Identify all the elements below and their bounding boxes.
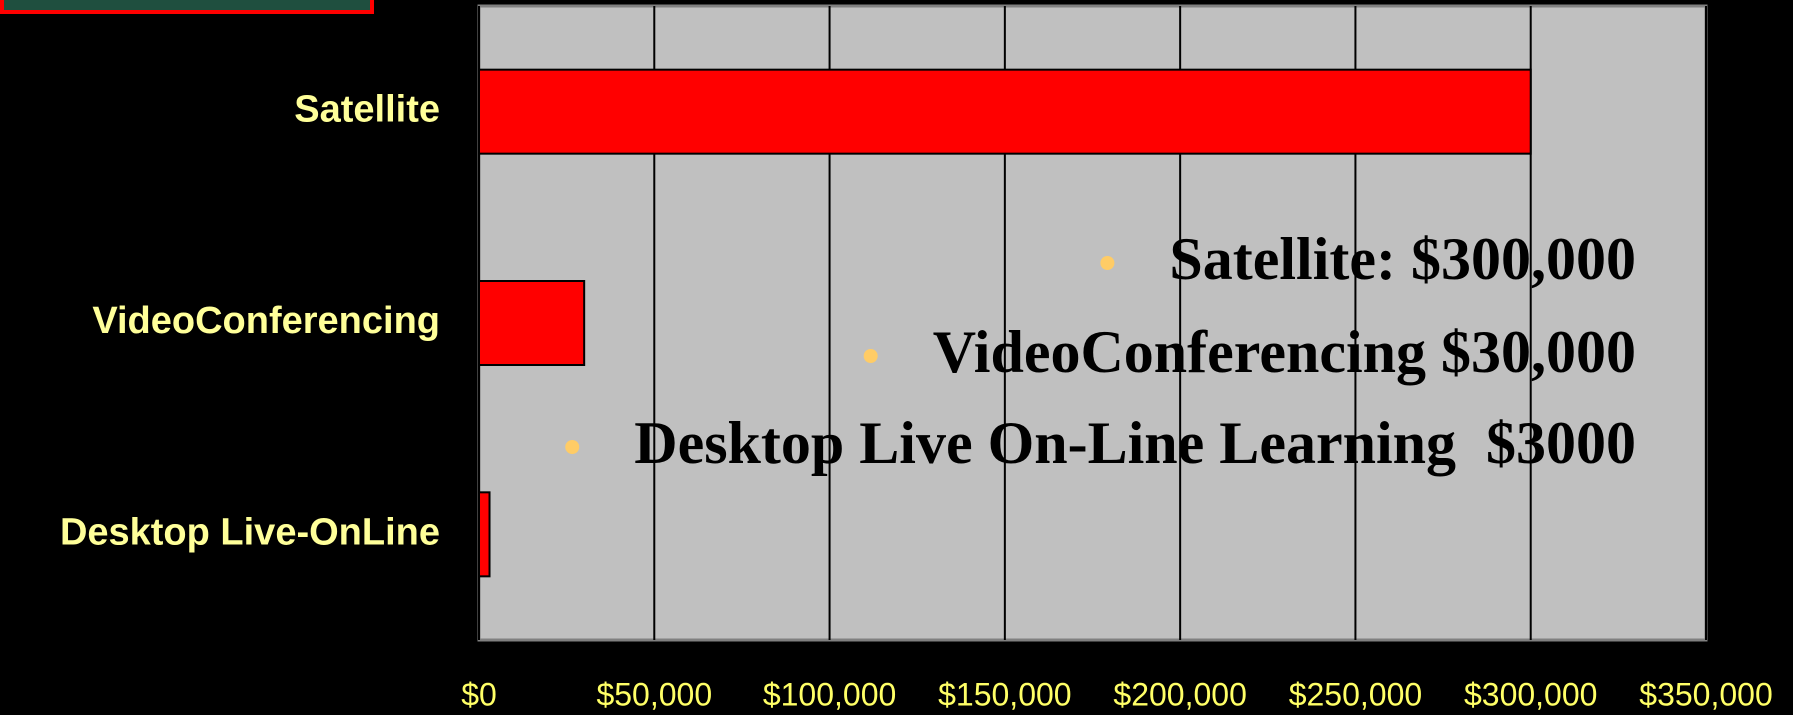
bar xyxy=(479,492,490,576)
annotation: Satellite: $300,000 xyxy=(1169,226,1636,292)
y-tick-label: Satellite xyxy=(294,89,440,131)
bar xyxy=(479,281,584,365)
x-tick-label: $100,000 xyxy=(763,676,896,712)
chart: $0 $50,000 $100,000 $150,000 $200,000 $250,00… xyxy=(0,0,1793,715)
page: $0 $50,000 $100,000 $150,000 $200,000 $250,00… xyxy=(0,0,1793,715)
thumbnail-image xyxy=(2,0,372,12)
y-tick-label: Desktop Live-OnLine xyxy=(60,511,440,553)
x-tick-label: $50,000 xyxy=(596,676,712,712)
bullet xyxy=(864,349,878,363)
x-tick-label: $350,000 xyxy=(1639,676,1772,712)
annotation: VideoConferencing $30,000 xyxy=(933,319,1636,385)
x-tick-label: $0 xyxy=(461,676,497,712)
x-tick-label: $150,000 xyxy=(938,676,1071,712)
y-tick-label: VideoConferencing xyxy=(92,300,440,342)
x-tick-label: $300,000 xyxy=(1464,676,1597,712)
x-tick-label: $200,000 xyxy=(1113,676,1246,712)
bar xyxy=(479,70,1531,154)
annotation: Desktop Live On-Line Learning $3000 xyxy=(634,410,1636,476)
bullet xyxy=(1100,256,1114,270)
bullet xyxy=(565,440,579,454)
x-tick-label: $250,000 xyxy=(1289,676,1422,712)
